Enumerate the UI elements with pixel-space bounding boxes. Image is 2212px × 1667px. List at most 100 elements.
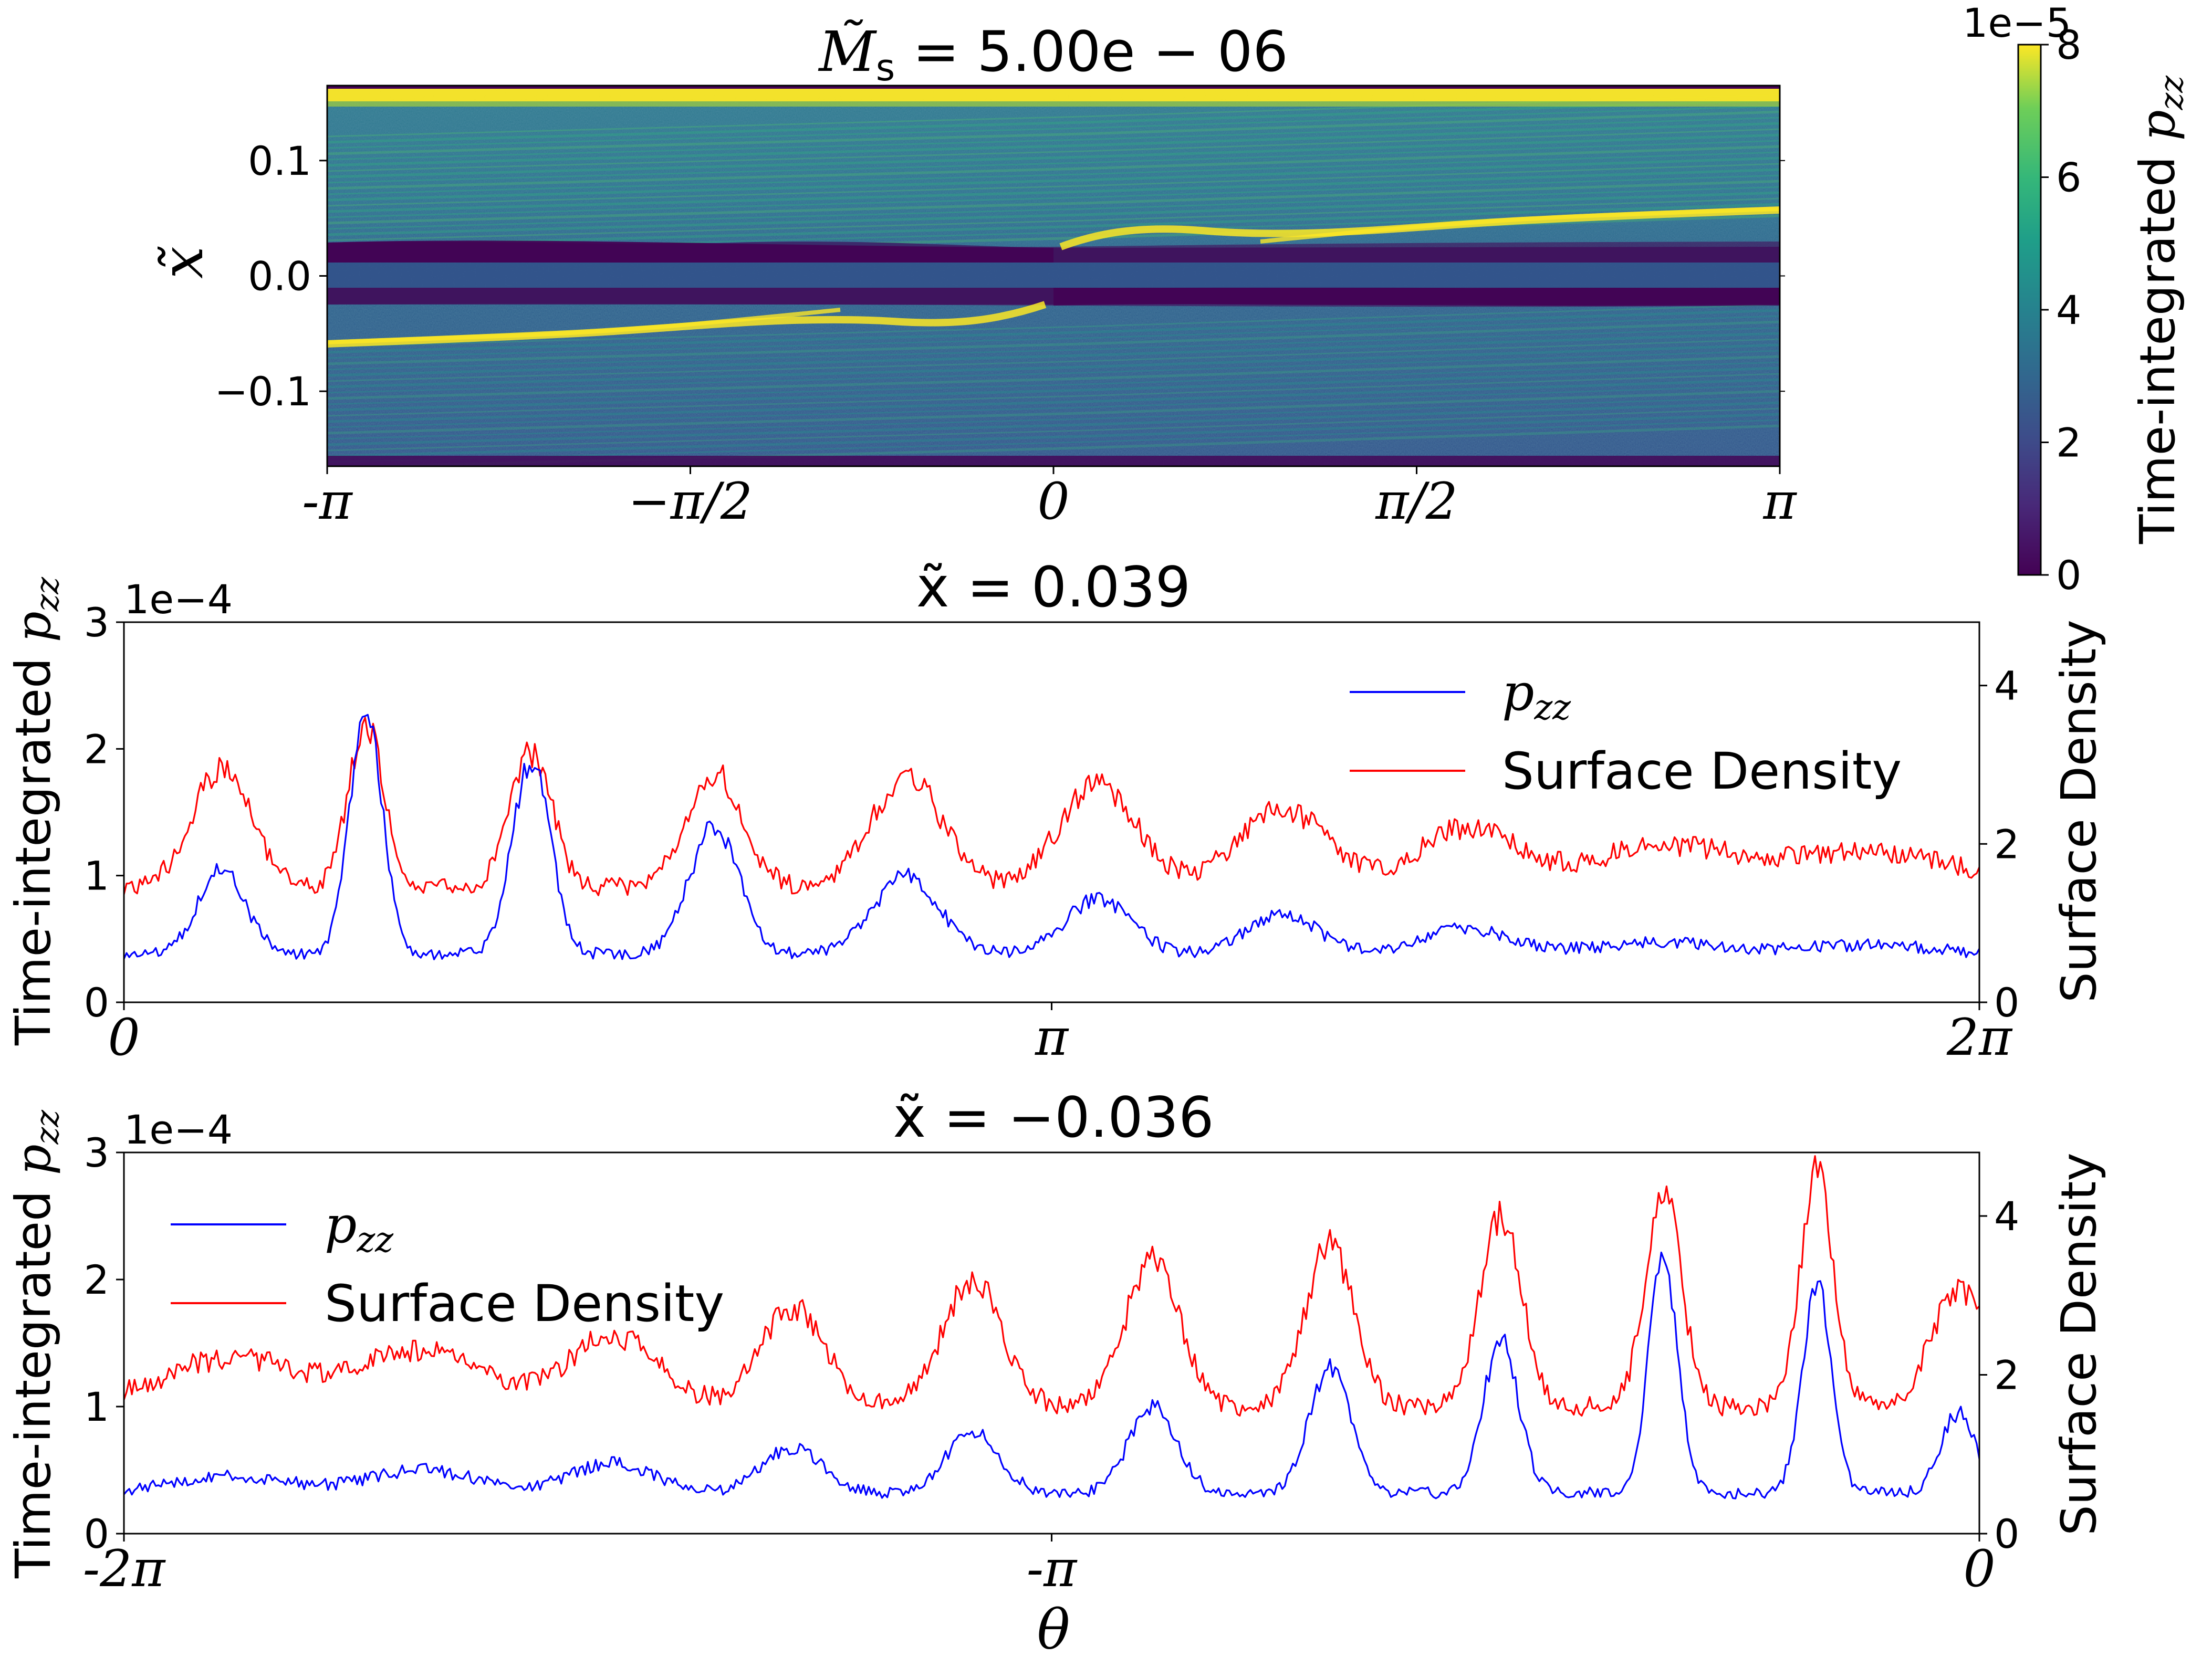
heatmap-streak — [327, 327, 1780, 371]
heatmap-streak — [327, 366, 1780, 412]
heatmap-gap-mid — [327, 263, 1780, 288]
pzz-line-top — [124, 714, 1979, 960]
heatmap-x-ticks: -π −π/2 0 π/2 π — [302, 466, 1797, 531]
heatmap-streak — [327, 174, 1780, 218]
line-left-tick-label: 3 — [84, 1129, 109, 1176]
heatmap-y-tick-label: −0.1 — [214, 368, 311, 415]
line-left-tick-label: 2 — [84, 1256, 109, 1303]
heatmap-streak — [327, 401, 1780, 446]
line-panel-bottom-left-ticks: 0 1 2 3 — [84, 1129, 124, 1557]
line-right-tick-label: 2 — [1994, 1352, 2019, 1399]
line-x-tick-label: -π — [1027, 1539, 1078, 1598]
heatmap-streak — [327, 350, 1780, 394]
heatmap-streak — [327, 99, 1780, 144]
heatmap-streak — [327, 163, 1780, 207]
heatmap-panel: M̃s = 5.00e − 06 -π −π/2 0 π — [149, 19, 1797, 531]
line-right-tick-label: 0 — [1994, 1511, 2019, 1557]
line-panel-bottom-right-ticks: 0 2 4 — [1979, 1193, 2019, 1557]
heatmap-streak — [327, 110, 1780, 155]
line-right-tick-label: 4 — [1994, 1193, 2019, 1240]
line-panel-top-frame — [123, 621, 1980, 1003]
heatmap-streak — [327, 145, 1780, 190]
heatmap-x-tick-label: 0 — [1037, 472, 1069, 531]
line-panel-top-title: x̃ = 0.039 — [916, 555, 1191, 620]
heatmap-streak — [327, 320, 1780, 365]
line-x-tick-label: π — [1035, 1008, 1069, 1067]
colorbar-tick-label: 0 — [2056, 552, 2081, 599]
heatmap-streaks — [327, 93, 1780, 466]
line-left-tick-label: 1 — [84, 1383, 109, 1430]
line-panel-bottom: x̃ = −0.036 -2π -π 0 0 1 2 3 0 2 4 1e−4 Time-in… — [5, 1085, 2107, 1662]
heatmap-streak — [327, 133, 1780, 179]
heatmap-x-tick-label: -π — [302, 472, 353, 531]
heatmap-streak — [327, 186, 1780, 230]
colorbar-multiplier: 1e−5 — [1963, 0, 2071, 46]
line-panel-top-left-ticks: 0 1 2 3 — [84, 599, 124, 1026]
line-x-tick-label: 2π — [1946, 1008, 2013, 1067]
heatmap-streak — [327, 180, 1780, 225]
heatmap-title: M̃s = 5.00e − 06 — [818, 19, 1288, 89]
line-left-tick-label: 2 — [84, 726, 109, 772]
heatmap-streak — [327, 117, 1780, 161]
heatmap-streak — [327, 413, 1780, 458]
surface-density-line-top — [124, 717, 1979, 896]
heatmap-y-ticks: 0.1 0.0 −0.1 — [214, 138, 1785, 415]
line-right-tick-label: 4 — [1994, 663, 2019, 709]
heatmap-image — [327, 86, 1780, 466]
heatmap-streak — [327, 343, 1780, 389]
colorbar-tick-label: 6 — [2056, 154, 2081, 201]
heatmap-streak — [327, 373, 1780, 417]
heatmap-streak — [327, 396, 1780, 440]
heatmap-streak — [327, 191, 1780, 236]
heatmap-streak — [327, 378, 1780, 423]
line-left-tick-label: 0 — [84, 979, 109, 1026]
line-right-tick-label: 2 — [1994, 821, 2019, 867]
heatmap-streak — [327, 122, 1780, 167]
legend-top: pzz Surface Density — [1350, 663, 1902, 801]
colorbar-ticks: 0 2 4 6 8 — [2041, 22, 2081, 599]
legend-bottom: pzz Surface Density — [171, 1196, 724, 1333]
heatmap-streak — [327, 151, 1780, 195]
line-x-tick-label: 0 — [108, 1008, 140, 1067]
legend-top-pzz-label: pzz — [1502, 663, 1571, 728]
heatmap-x-tick-label: −π/2 — [628, 472, 753, 531]
heatmap-streak — [327, 105, 1780, 149]
line-panel-top-right-label: Surface Density — [2051, 620, 2107, 1003]
line-right-tick-label: 0 — [1994, 979, 2019, 1026]
line-panel-top: x̃ = 0.039 0 π 2π 0 1 2 3 0 2 4 1e−4 Time-integ… — [5, 555, 2107, 1067]
heatmap-streak — [327, 168, 1780, 213]
heatmap-streak — [327, 309, 1780, 354]
heatmap-streak — [327, 197, 1780, 242]
legend-bottom-pzz-label: pzz — [325, 1196, 394, 1260]
line-panel-top-multiplier: 1e−4 — [124, 576, 233, 623]
heatmap-streak — [327, 338, 1780, 382]
heatmap-streak — [327, 361, 1780, 405]
heatmap-streak — [327, 407, 1780, 452]
heatmap-streak — [327, 355, 1780, 400]
colorbar: 0 2 4 6 8 1e−5 Time-integrated pzz — [1963, 0, 2190, 599]
heatmap-y-label: x̃ — [149, 246, 216, 279]
line-panel-bottom-frame — [123, 1151, 1980, 1535]
line-panel-bottom-right-label: Surface Density — [2051, 1152, 2107, 1536]
heatmap-x-tick-label: π/2 — [1375, 472, 1458, 531]
heatmap-streak — [327, 140, 1780, 184]
heatmap-streak — [327, 384, 1780, 428]
line-panel-top-left-label: Time-integrated pzz — [5, 577, 66, 1046]
legend-top-sd-label: Surface Density — [1502, 742, 1902, 801]
pzz-line-bottom — [124, 1251, 1979, 1500]
colorbar-gradient — [2017, 44, 2042, 576]
heatmap-y-tick-label: 0.0 — [248, 253, 311, 300]
heatmap-streak — [327, 332, 1780, 377]
line-left-tick-label: 1 — [84, 853, 109, 899]
colorbar-tick-label: 2 — [2056, 420, 2081, 466]
line-x-tick-label: -2π — [83, 1539, 166, 1598]
heatmap-streak — [327, 156, 1780, 202]
heatmap-y-tick-label: 0.1 — [248, 138, 311, 184]
line-x-tick-label: 0 — [1963, 1539, 1995, 1598]
line-panel-bottom-x-ticks: -2π -π 0 — [83, 1534, 1996, 1598]
line-panel-bottom-title: x̃ = −0.036 — [893, 1085, 1214, 1150]
heatmap-x-tick-label: π — [1762, 472, 1797, 531]
heatmap-streak — [327, 315, 1780, 359]
heatmap-streak — [327, 303, 1780, 348]
